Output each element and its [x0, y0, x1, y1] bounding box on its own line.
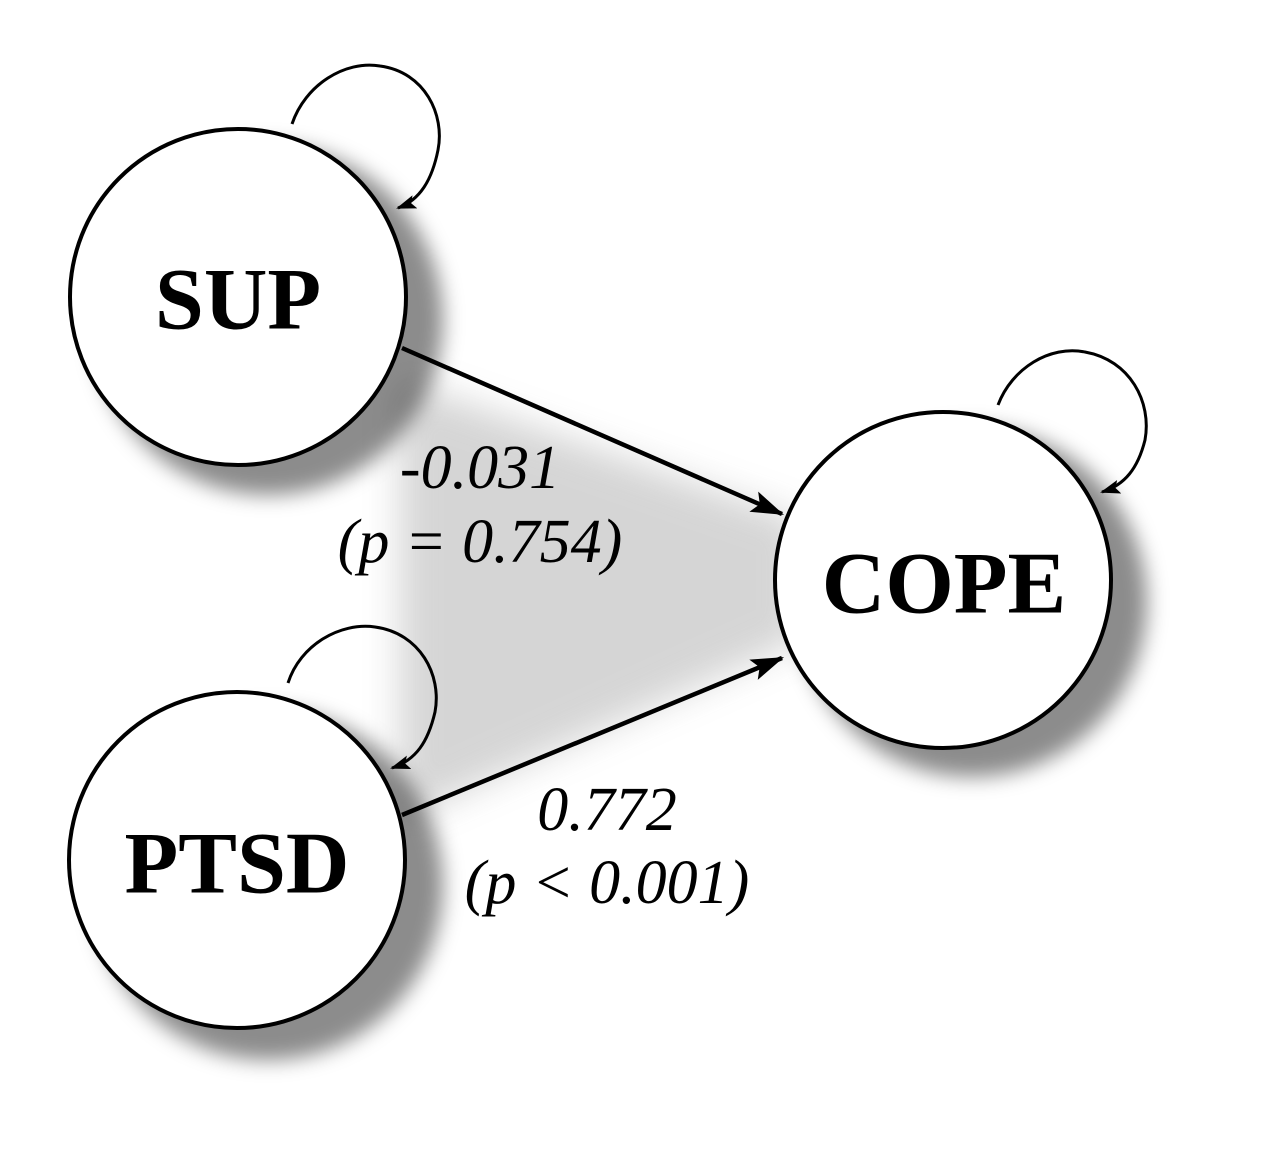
sup-to-cope-coefficient: -0.031	[400, 434, 560, 502]
node-sup-label: SUP	[155, 252, 321, 349]
sup-to-cope-p-value: (p = 0.754)	[338, 508, 623, 576]
node-sup: SUP	[68, 127, 408, 467]
cope-self-loop	[996, 349, 1148, 494]
ptsd-to-cope-arrow	[401, 655, 785, 818]
ptsd-to-cope-p-value: (p < 0.001)	[465, 849, 750, 917]
sup-self-loop	[290, 63, 441, 210]
node-ptsd-label: PTSD	[125, 816, 350, 913]
sup-to-cope-arrow	[401, 345, 785, 517]
ptsd-self-loop	[286, 624, 438, 770]
node-cope-label: COPE	[822, 536, 1066, 633]
node-ptsd: PTSD	[67, 690, 407, 1030]
ptsd-to-cope-coefficient: 0.772	[537, 776, 677, 844]
background-shading	[400, 380, 800, 820]
node-cope: COPE	[773, 410, 1113, 750]
